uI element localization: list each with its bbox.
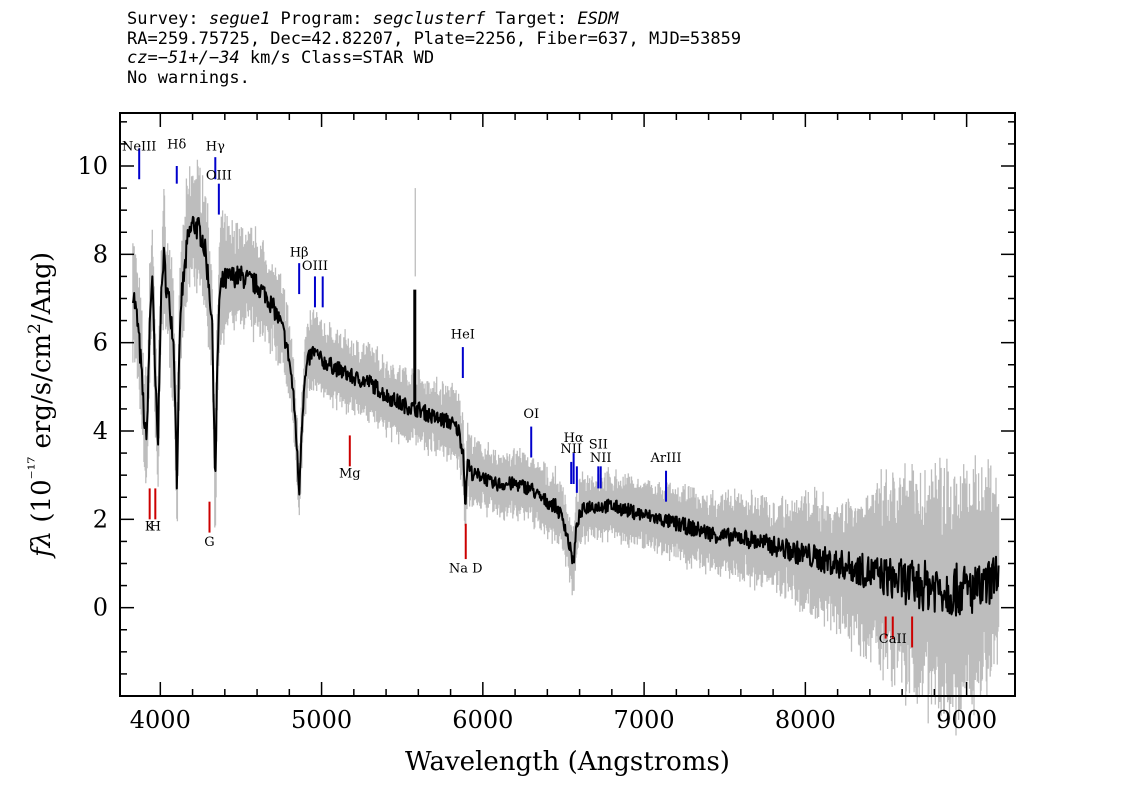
x-tick-label: 6000 xyxy=(452,706,513,734)
spectrum-header: Survey: segue1 Program: segclusterf Targ… xyxy=(127,9,742,88)
class-text: km/s Class=STAR WD xyxy=(239,48,435,68)
emission-line-label-4: Hβ xyxy=(290,246,309,261)
y-axis-label: fλ (10⁻¹⁷ erg/s/cm2/Ang) xyxy=(25,252,57,559)
absorption-line-label-1: H xyxy=(150,519,161,534)
cz-value: =−51+/−34 xyxy=(147,48,240,68)
x-tick-label: 9000 xyxy=(936,706,997,734)
spectrum-line-layer xyxy=(131,215,1000,617)
header-line-2: RA=259.75725, Dec=42.82207, Plate=2256, … xyxy=(127,28,742,49)
emission-line-label-13: NII xyxy=(590,451,612,466)
x-tick-label: 5000 xyxy=(291,706,352,734)
emission-line-label-8: OI xyxy=(523,407,539,422)
x-tick-label: 8000 xyxy=(775,706,836,734)
absorption-line-label-3: Mg xyxy=(339,466,361,481)
program-value: segclusterf xyxy=(372,9,486,29)
absorption-line-label-0: K xyxy=(145,519,155,534)
target-prefix: Target: xyxy=(485,9,578,29)
emission-line-label-12: SII xyxy=(589,438,608,453)
x-tick-label: 7000 xyxy=(614,706,675,734)
spectrum-line xyxy=(131,215,1000,617)
y-tick-label: 0 xyxy=(93,594,108,622)
target-value: ESDM xyxy=(577,9,619,29)
plot-frame xyxy=(119,112,1016,697)
survey-prefix: Survey: xyxy=(127,9,209,29)
emission-line-label-7: HeI xyxy=(451,327,475,342)
y-tick-label: 4 xyxy=(93,417,108,445)
header-line-1: Survey: segue1 Program: segclusterf Targ… xyxy=(127,9,741,30)
absorption-line-label-6: CaII xyxy=(879,632,907,647)
emission-line-label-14: ArIII xyxy=(650,451,682,466)
emission-line-label-10: Hα xyxy=(564,431,584,446)
emission-line-label-9: NII xyxy=(560,442,582,457)
y-tick-label: 8 xyxy=(93,240,108,268)
absorption-line-label-4: Na D xyxy=(449,561,483,576)
cz-label: cz xyxy=(127,48,148,68)
emission-line-label-3: OIII xyxy=(206,168,232,183)
header-line-4: No warnings. xyxy=(127,67,250,88)
program-prefix: Program: xyxy=(270,9,373,29)
emission-line-label-5: OIII xyxy=(302,259,328,274)
emission-line-label-2: Hγ xyxy=(206,140,225,155)
emission-line-label-0: NeIII xyxy=(122,140,156,155)
emission-line-label-1: Hδ xyxy=(167,137,186,152)
y-tick-label: 10 xyxy=(77,152,108,180)
header-line-3: cz=−51+/−34 km/s Class=STAR WD xyxy=(127,48,741,69)
tick-layer: 4000 5000 6000 7000 8000 9000 0 2 4 6 8 10 xyxy=(77,113,1015,734)
absorption-line-label-2: G xyxy=(204,535,214,550)
survey-value: segue1 xyxy=(208,9,271,29)
x-axis-label: Wavelength (Angstroms) xyxy=(405,747,730,777)
y-tick-label: 2 xyxy=(93,505,108,533)
x-tick-label: 4000 xyxy=(130,706,191,734)
y-tick-label: 6 xyxy=(93,329,108,357)
